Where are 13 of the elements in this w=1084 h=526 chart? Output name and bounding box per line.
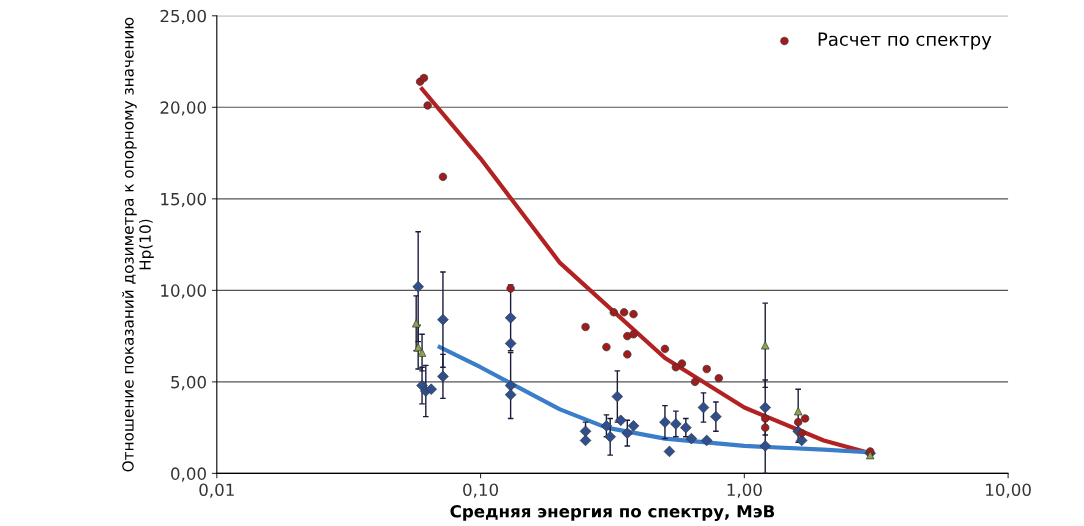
x-tick-label: 0,10 [463, 483, 499, 498]
legend-label: Расчет по спектру [818, 32, 992, 50]
x-tick-label: 10,00 [986, 483, 1031, 498]
x-tick-label: 0,01 [199, 483, 234, 498]
y-tick-label: 25,00 [160, 9, 206, 25]
x-tick-label: 1,00 [727, 483, 762, 498]
y-tick-label: 10,00 [161, 284, 206, 299]
y-tick-label: 5,00 [171, 375, 206, 391]
y-tick-label: 15,00 [161, 192, 206, 208]
y-tick-label: 0,00 [171, 467, 206, 482]
y-axis-title: Отношение показаний дозиметра к опорному значению Hp(10) [121, 17, 154, 472]
y-tick-label: 20,00 [160, 101, 206, 116]
x-axis-title: Средняя энергия по спектру, МэВ [450, 504, 775, 521]
